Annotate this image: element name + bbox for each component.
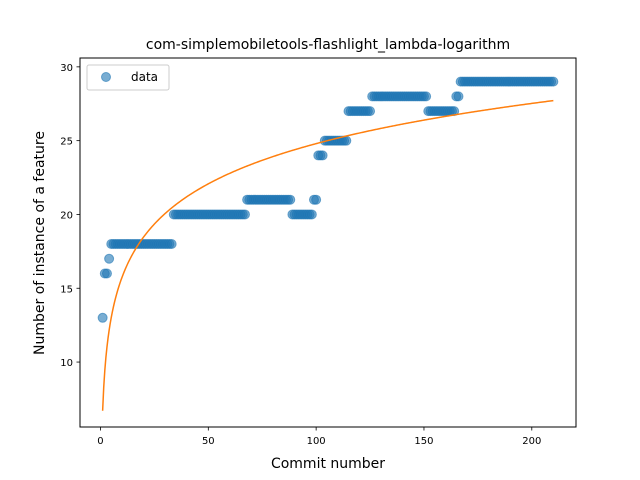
y-tick-label: 30 bbox=[60, 63, 73, 74]
y-tick-label: 10 bbox=[60, 358, 73, 369]
data-point bbox=[548, 76, 559, 87]
y-axis-ticks: 10 15 20 25 30 bbox=[60, 63, 80, 369]
x-tick-label: 100 bbox=[307, 436, 326, 447]
data-point bbox=[365, 106, 376, 117]
x-tick-label: 150 bbox=[414, 436, 433, 447]
data-point bbox=[311, 194, 322, 205]
plot-marks bbox=[97, 76, 559, 411]
data-point bbox=[317, 150, 328, 161]
x-tick-label: 200 bbox=[522, 436, 541, 447]
legend: data bbox=[86, 64, 170, 91]
data-point bbox=[306, 209, 317, 220]
x-axis-ticks: 0 50 100 150 200 bbox=[97, 427, 541, 447]
data-point bbox=[285, 194, 296, 205]
legend-marker bbox=[101, 72, 111, 82]
data-point bbox=[104, 253, 115, 264]
y-tick-label: 15 bbox=[60, 284, 73, 295]
y-tick-label: 20 bbox=[60, 210, 73, 221]
data-point bbox=[239, 209, 250, 220]
x-tick-label: 0 bbox=[97, 436, 103, 447]
fit-line bbox=[101, 99, 554, 411]
y-tick-label: 25 bbox=[60, 137, 73, 148]
data-point bbox=[101, 268, 112, 279]
data-point bbox=[97, 312, 108, 323]
x-axis-label: Commit number bbox=[271, 456, 385, 472]
chart-title: com-simplemobiletools-flashlight_lambda-… bbox=[146, 37, 510, 53]
legend-label: data bbox=[131, 70, 158, 84]
data-point bbox=[453, 91, 464, 102]
y-axis-label: Number of instance of a feature bbox=[32, 131, 48, 355]
data-point bbox=[421, 91, 432, 102]
plot-frame bbox=[79, 57, 577, 428]
x-tick-label: 50 bbox=[202, 436, 215, 447]
legend-box bbox=[86, 64, 170, 91]
data-point bbox=[166, 238, 177, 249]
